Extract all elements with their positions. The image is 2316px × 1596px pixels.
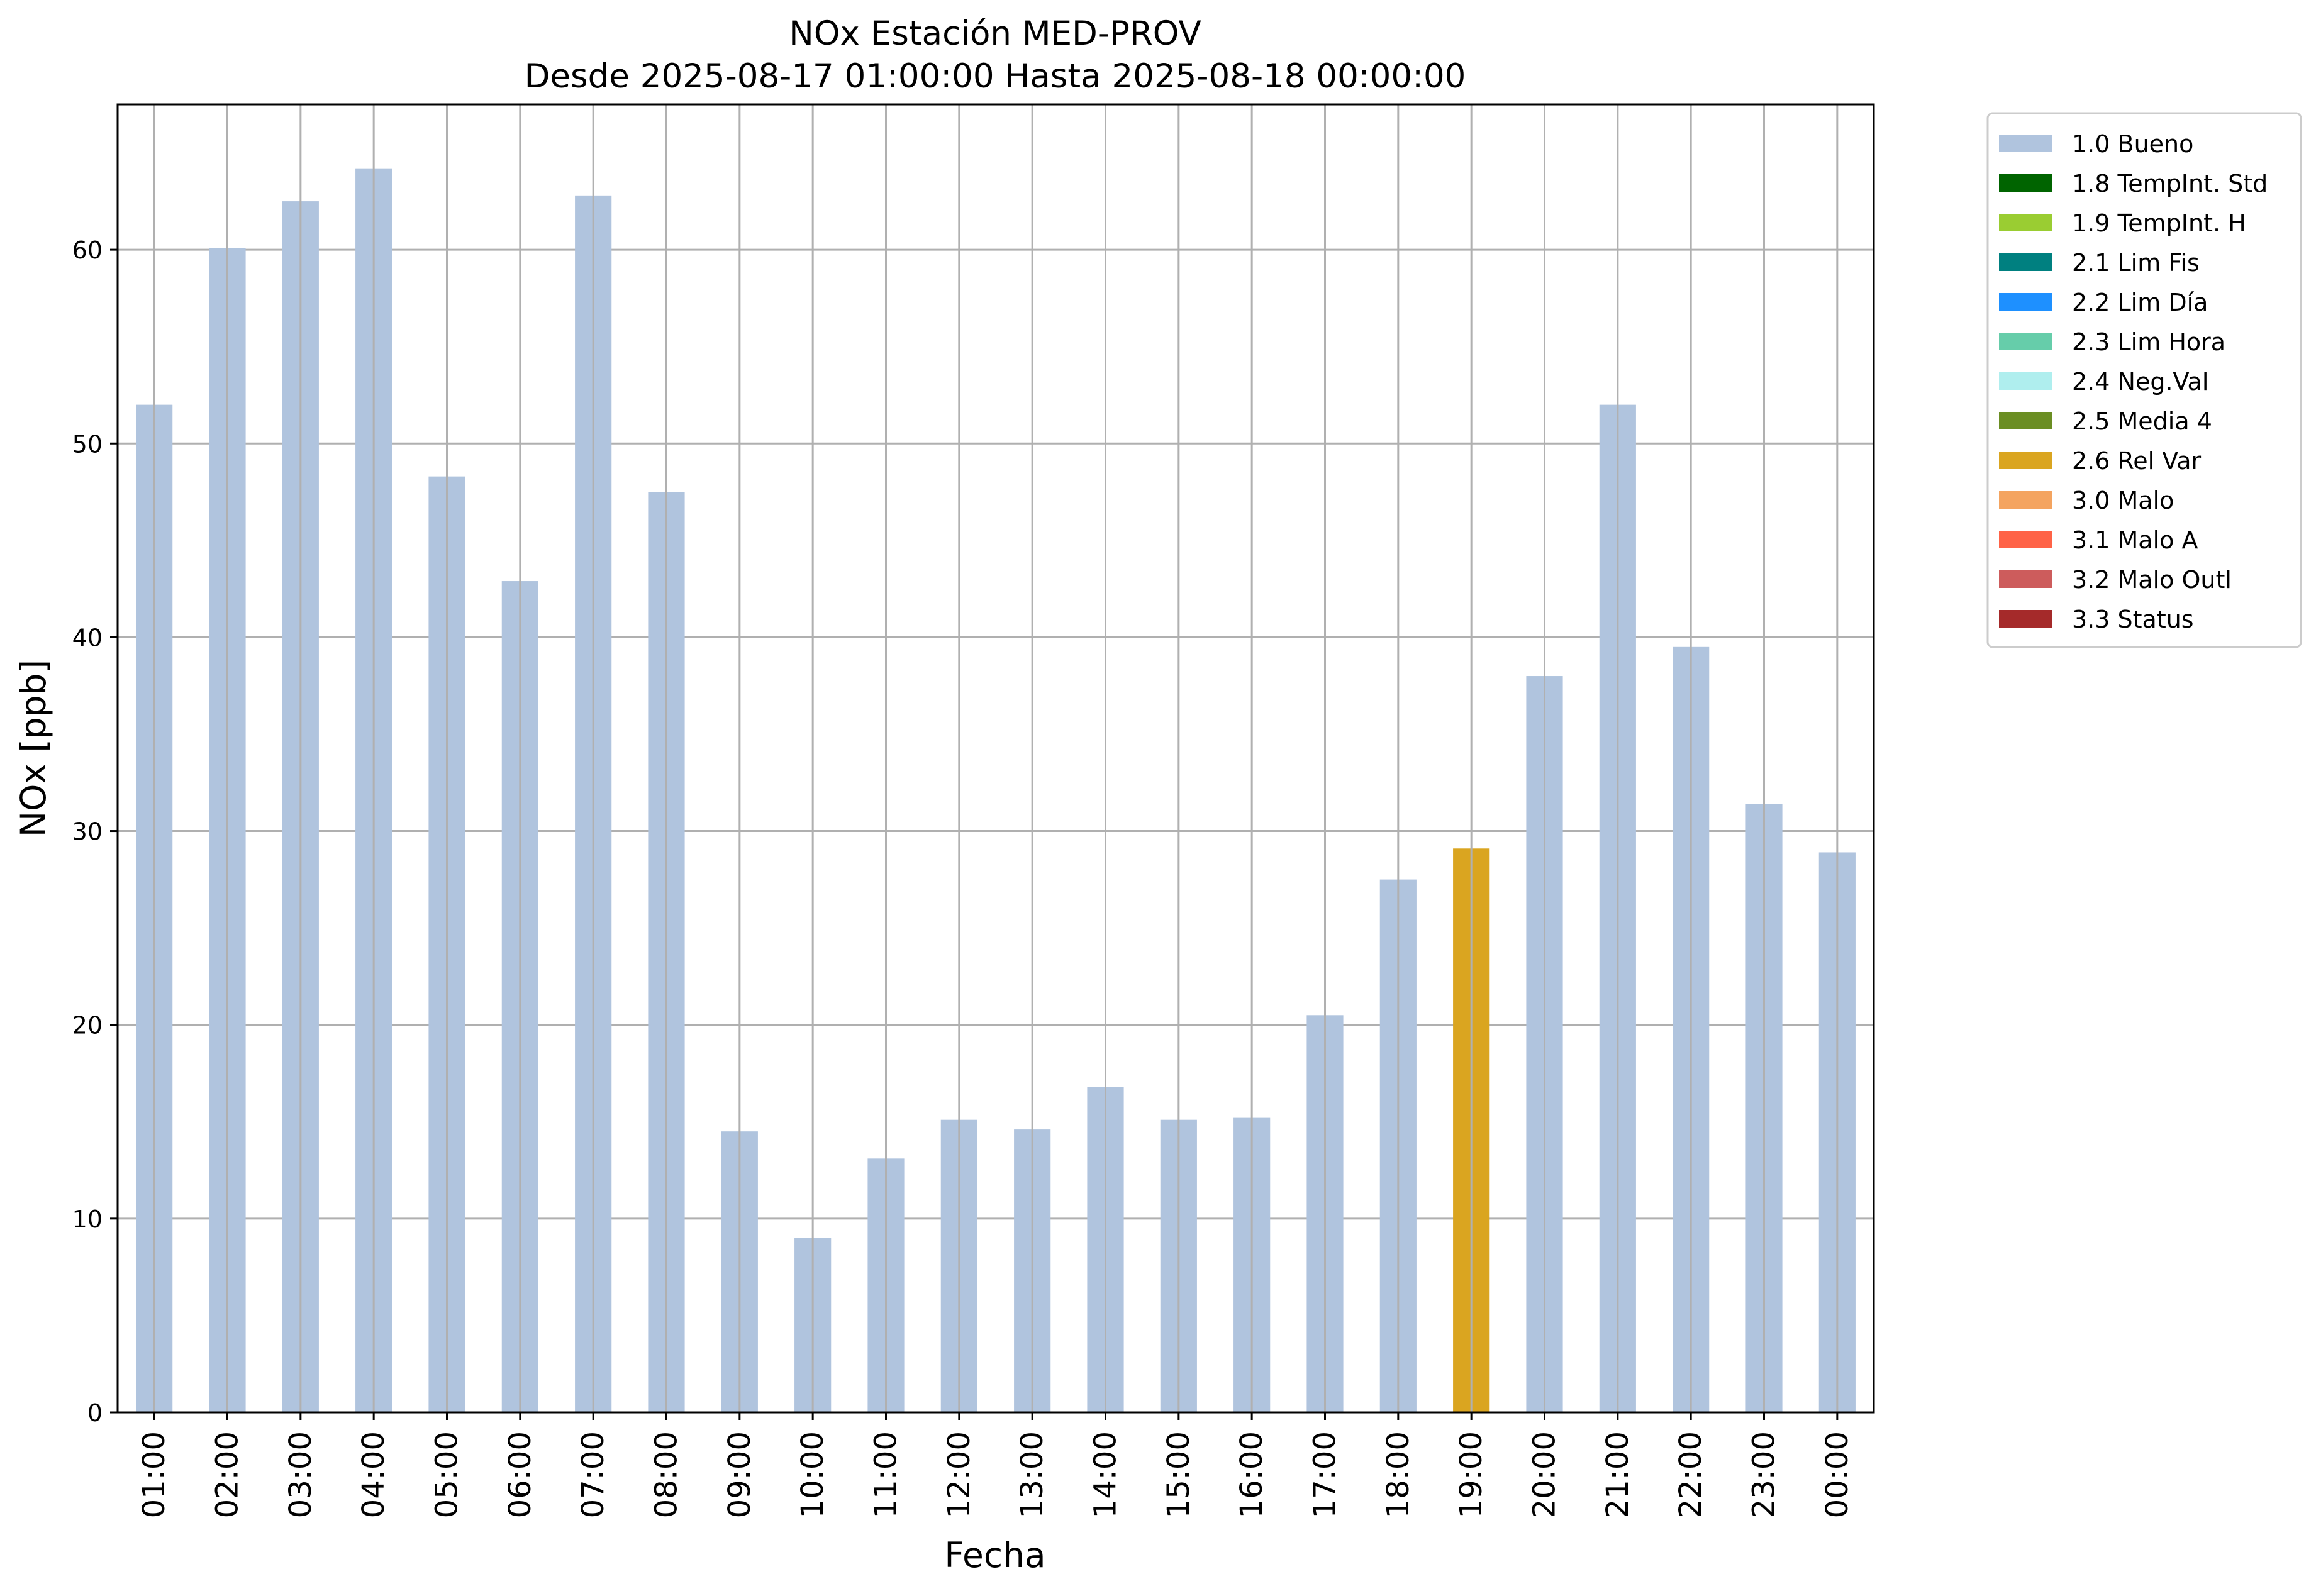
x-tick-label: 00:00	[1820, 1431, 1855, 1518]
x-axis-label: Fecha	[944, 1535, 1045, 1575]
y-tick-label: 30	[72, 818, 103, 846]
legend-label: 2.6 Rel Var	[2072, 447, 2202, 475]
x-tick-label: 09:00	[722, 1431, 757, 1518]
y-tick-label: 60	[72, 236, 103, 264]
x-tick-label: 15:00	[1161, 1431, 1196, 1518]
legend-swatch	[1999, 174, 2052, 192]
x-tick-label: 04:00	[356, 1431, 391, 1518]
y-tick-label: 50	[72, 430, 103, 458]
vgrid-layer	[153, 104, 1839, 1412]
chart-title: NOx Estación MED-PROV	[789, 14, 1201, 53]
legend-swatch	[1999, 135, 2052, 152]
legend-label: 2.3 Lim Hora	[2072, 328, 2225, 356]
legend-swatch	[1999, 372, 2052, 390]
x-tick-label: 17:00	[1308, 1431, 1343, 1518]
legend-swatch	[1999, 452, 2052, 469]
y-tick-label: 0	[87, 1399, 103, 1427]
bars-layer	[136, 168, 1856, 1413]
x-tick-label: 13:00	[1015, 1431, 1050, 1518]
x-axis: 01:00 02:00 03:00 04:00 05:00 06:00 07:00 08:00…	[136, 1412, 1855, 1518]
x-tick-label: 23:00	[1747, 1431, 1782, 1518]
x-tick-label: 14:00	[1088, 1431, 1123, 1518]
plot-border	[116, 103, 1875, 1414]
x-tick-label: 01:00	[136, 1431, 172, 1518]
legend-swatch	[1999, 610, 2052, 628]
legend-label: 3.0 Malo	[2072, 487, 2174, 514]
legend-label: 1.8 TempInt. Std	[2072, 170, 2268, 197]
y-tick-label: 40	[72, 624, 103, 651]
grid-layer	[118, 248, 1874, 1414]
x-tick-label: 03:00	[283, 1431, 318, 1518]
x-tick-label: 21:00	[1600, 1431, 1635, 1518]
legend-label: 1.0 Bueno	[2072, 130, 2193, 158]
legend-swatch	[1999, 491, 2052, 509]
legend-swatch	[1999, 570, 2052, 588]
x-tick-label: 06:00	[503, 1431, 538, 1518]
legend-label: 2.4 Neg.Val	[2072, 368, 2208, 396]
x-tick-label: 12:00	[942, 1431, 977, 1518]
y-tick-label: 20	[72, 1012, 103, 1039]
x-tick-label: 20:00	[1527, 1431, 1562, 1518]
legend-label: 3.2 Malo Outl	[2072, 566, 2232, 594]
x-tick-label: 05:00	[430, 1431, 465, 1518]
legend-box	[1986, 112, 2302, 648]
y-axis: 0 10 20 30 40 50 60	[72, 236, 118, 1427]
legend-label: 2.1 Lim Fis	[2072, 249, 2200, 277]
legend-swatch	[1999, 531, 2052, 548]
x-tick-label: 18:00	[1381, 1431, 1416, 1518]
x-tick-label: 11:00	[869, 1431, 904, 1518]
legend-swatch	[1999, 333, 2052, 350]
x-tick-label: 08:00	[649, 1431, 684, 1518]
legend-swatch	[1999, 253, 2052, 271]
x-tick-label: 22:00	[1673, 1431, 1708, 1518]
legend-label: 3.1 Malo A	[2072, 526, 2198, 554]
legend: 1.0 Bueno 1.8 TempInt. Std 1.9 TempInt. H 2…	[1986, 112, 2302, 648]
legend-swatch	[1999, 293, 2052, 311]
y-tick-label: 10	[72, 1205, 103, 1233]
x-tick-label: 02:00	[210, 1431, 245, 1518]
x-tick-label: 10:00	[795, 1431, 830, 1518]
legend-label: 2.5 Media 4	[2072, 407, 2212, 435]
legend-label: 2.2 Lim Día	[2072, 289, 2208, 316]
legend-swatch	[1999, 412, 2052, 429]
x-tick-label: 16:00	[1234, 1431, 1269, 1518]
x-tick-label: 19:00	[1454, 1431, 1489, 1518]
legend-label: 1.9 TempInt. H	[2072, 209, 2246, 237]
plot-frame	[116, 103, 1875, 1414]
y-axis-label: NOx [ppb]	[13, 660, 53, 837]
chart-subtitle: Desde 2025-08-17 01:00:00 Hasta 2025-08-…	[525, 57, 1466, 96]
x-tick-label: 07:00	[576, 1431, 611, 1518]
legend-label: 3.3 Status	[2072, 606, 2194, 633]
legend-swatch	[1999, 214, 2052, 231]
